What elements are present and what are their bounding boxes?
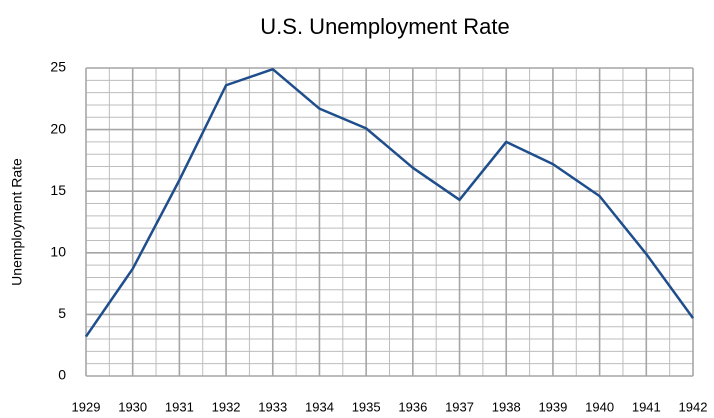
y-tick-label: 20 (50, 120, 66, 136)
y-tick-label: 5 (58, 305, 66, 321)
x-tick-label: 1932 (212, 399, 241, 414)
y-tick-label: 0 (58, 367, 66, 383)
x-tick-label: 1931 (165, 399, 194, 414)
y-tick-label: 10 (50, 244, 66, 260)
chart-title: U.S. Unemployment Rate (260, 14, 509, 39)
x-tick-label: 1937 (445, 399, 474, 414)
x-tick-label: 1939 (538, 399, 567, 414)
x-tick-label: 1940 (585, 399, 614, 414)
x-tick-label: 1934 (305, 399, 334, 414)
y-tick-label: 15 (50, 182, 66, 198)
x-tick-label: 1942 (679, 399, 708, 414)
y-tick-label: 25 (50, 59, 66, 75)
x-tick-label: 1935 (352, 399, 381, 414)
x-tick-label: 1938 (492, 399, 521, 414)
x-tick-label: 1930 (118, 399, 147, 414)
x-tick-label: 1936 (398, 399, 427, 414)
x-tick-label: 1933 (258, 399, 287, 414)
y-axis-label: Unemployment Rate (9, 158, 25, 286)
data-line (84, 67, 695, 338)
x-tick-label: 1941 (632, 399, 661, 414)
x-tick-label: 1929 (72, 399, 101, 414)
